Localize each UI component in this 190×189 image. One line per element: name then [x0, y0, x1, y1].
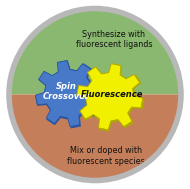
- Text: Synthesize with
fluorescent ligands: Synthesize with fluorescent ligands: [76, 30, 152, 49]
- Polygon shape: [36, 60, 102, 127]
- Polygon shape: [76, 63, 145, 132]
- Text: Mix or doped with
fluorescent species: Mix or doped with fluorescent species: [67, 146, 145, 166]
- Polygon shape: [35, 60, 104, 129]
- Text: Spin
Crossover: Spin Crossover: [43, 82, 90, 101]
- Wedge shape: [9, 9, 181, 94]
- Text: Fluorescence: Fluorescence: [80, 90, 143, 99]
- Polygon shape: [77, 64, 143, 130]
- Wedge shape: [9, 94, 181, 180]
